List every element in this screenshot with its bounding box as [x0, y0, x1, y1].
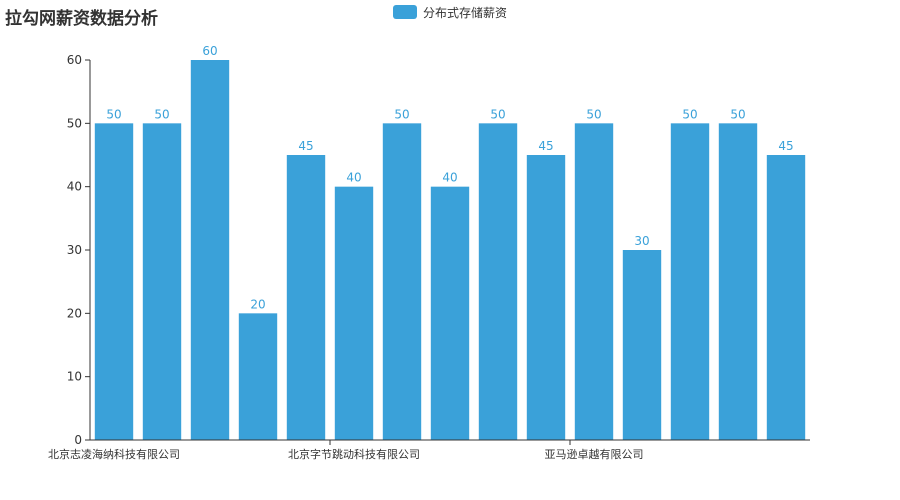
y-tick-label: 50	[67, 116, 82, 130]
chart-title: 拉勾网薪资数据分析	[5, 9, 158, 29]
bar-value-label: 50	[730, 107, 745, 121]
x-category-label: 北京字节跳动科技有限公司	[288, 447, 420, 461]
legend[interactable]: 分布式存储薪资	[393, 5, 508, 20]
bar	[382, 123, 422, 440]
legend-label: 分布式存储薪资	[423, 5, 508, 20]
bar	[670, 123, 710, 440]
bar	[430, 186, 470, 440]
y-tick-label: 60	[67, 53, 82, 67]
bar-value-label: 50	[394, 107, 409, 121]
bar-value-label: 40	[346, 171, 361, 185]
bar	[142, 123, 182, 440]
bar	[478, 123, 518, 440]
bar	[238, 313, 278, 440]
bar-value-label: 45	[298, 139, 313, 153]
bar	[766, 155, 806, 440]
bar-value-label: 50	[682, 107, 697, 121]
y-tick-label: 10	[67, 370, 82, 384]
bar	[622, 250, 662, 440]
bar-value-label: 50	[106, 107, 121, 121]
bar	[718, 123, 758, 440]
bar	[94, 123, 134, 440]
bar-value-label: 30	[634, 234, 649, 248]
bar-value-label: 50	[586, 107, 601, 121]
bar-value-label: 50	[490, 107, 505, 121]
bar	[334, 186, 374, 440]
y-tick-label: 20	[67, 306, 82, 320]
bar	[574, 123, 614, 440]
bar	[286, 155, 326, 440]
y-tick-label: 40	[67, 180, 82, 194]
x-category-label: 北京志凌海纳科技有限公司	[48, 447, 180, 461]
y-tick-label: 0	[74, 433, 82, 447]
bar	[526, 155, 566, 440]
y-tick-label: 30	[67, 243, 82, 257]
legend-swatch	[393, 5, 417, 19]
x-category-label: 亚马逊卓越有限公司	[545, 447, 644, 461]
bar	[190, 60, 230, 440]
bar-value-label: 45	[538, 139, 553, 153]
bar-value-label: 40	[442, 171, 457, 185]
bar-value-label: 20	[250, 297, 265, 311]
bar-value-label: 60	[202, 44, 217, 58]
bar-value-label: 50	[154, 107, 169, 121]
bar-value-label: 45	[778, 139, 793, 153]
